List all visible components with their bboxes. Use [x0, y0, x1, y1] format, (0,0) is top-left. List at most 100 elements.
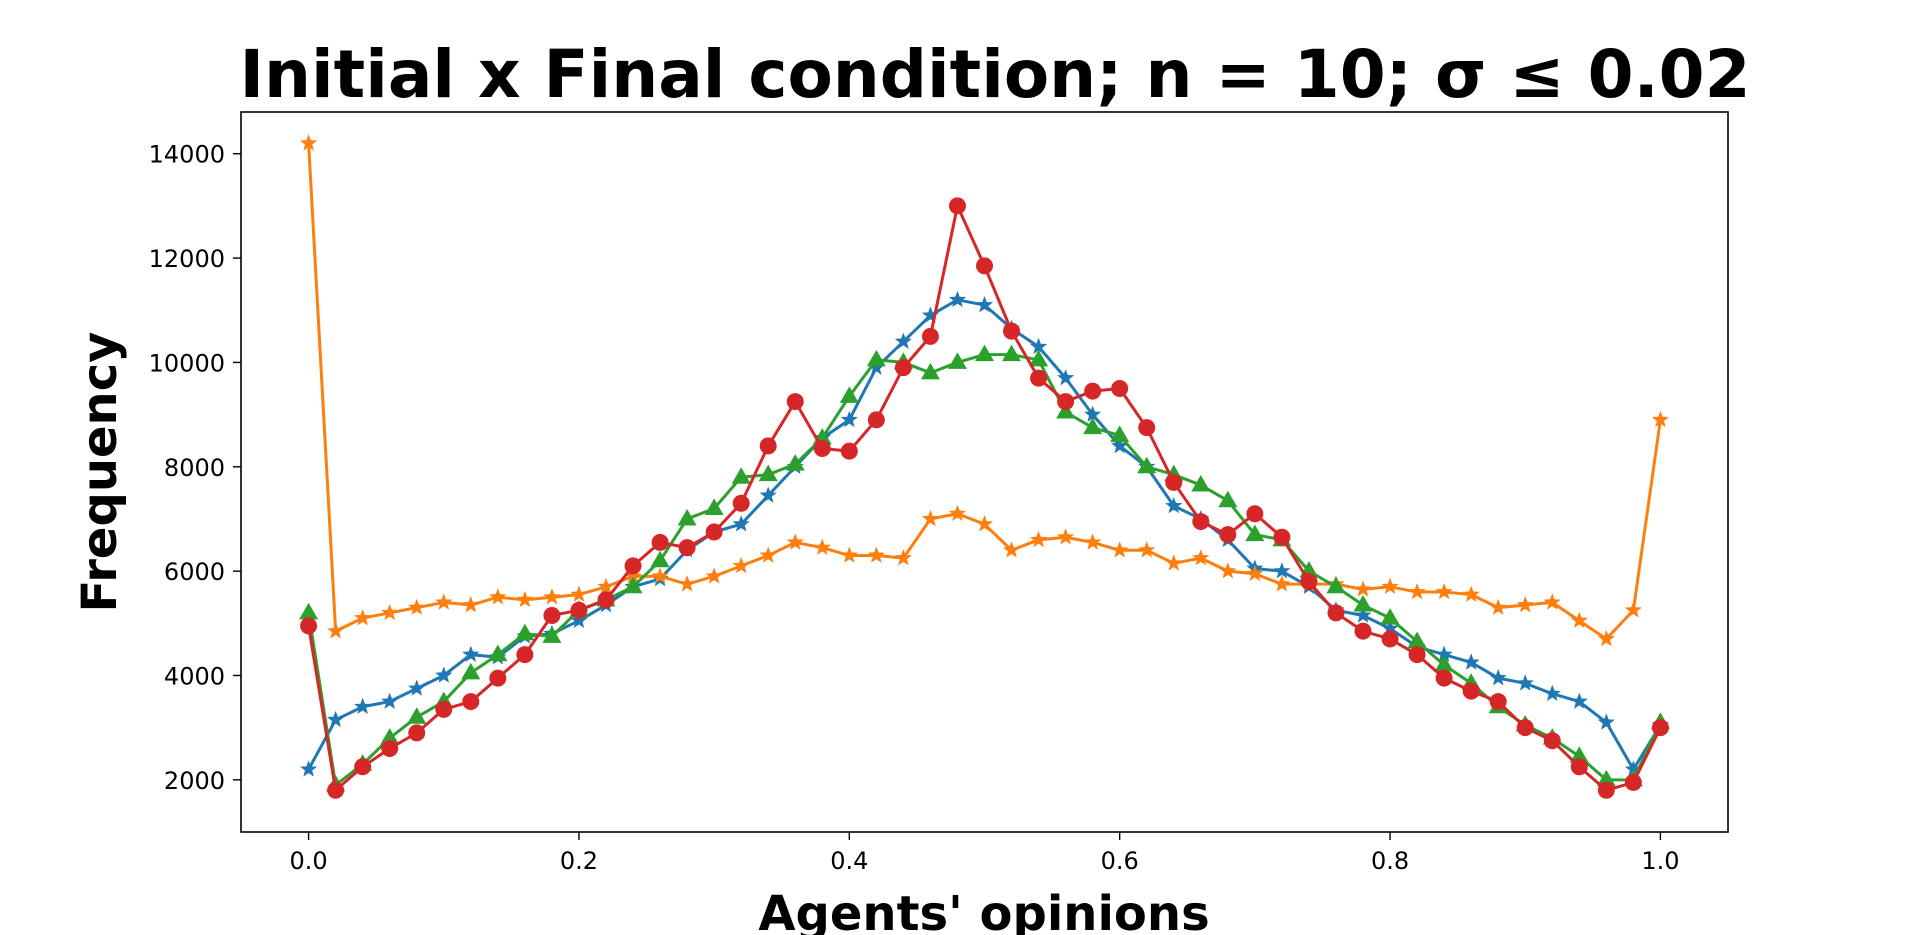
data-point [435, 666, 453, 683]
data-point [624, 567, 642, 584]
data-point [408, 724, 426, 742]
data-point [381, 603, 399, 621]
data-point [543, 606, 561, 624]
data-point [948, 504, 967, 522]
data-point [1003, 322, 1021, 340]
data-point [570, 611, 588, 628]
series-line [307, 298, 1662, 771]
x-tick-label: 1.0 [1641, 847, 1679, 875]
data-point [1354, 580, 1372, 597]
data-point [1651, 719, 1669, 737]
data-point [570, 585, 588, 602]
data-point [1651, 410, 1669, 428]
data-point [1381, 619, 1399, 636]
data-point [1462, 653, 1480, 670]
data-point [1218, 490, 1238, 508]
data-point [678, 539, 696, 557]
data-point [1462, 585, 1480, 602]
data-point [1570, 692, 1588, 709]
data-point [381, 692, 399, 709]
y-tick-label: 2000 [164, 767, 225, 795]
data-point [1381, 577, 1399, 595]
data-point [840, 410, 858, 428]
data-point [1057, 393, 1075, 411]
data-point [1192, 549, 1210, 566]
series-line [307, 143, 1662, 641]
data-point [1030, 530, 1048, 548]
series-line [307, 204, 1662, 792]
data-point [1165, 496, 1183, 514]
data-point [920, 362, 940, 380]
chart-title: Initial x Final condition; n = 10; σ ≤ 0… [239, 36, 1750, 113]
data-point [542, 626, 562, 643]
data-point [704, 498, 724, 516]
data-point [354, 758, 372, 776]
data-point [300, 134, 318, 151]
series-2 [300, 134, 1669, 647]
data-point [948, 197, 966, 215]
data-point [947, 352, 967, 369]
data-point [1597, 713, 1615, 730]
data-point [840, 442, 858, 460]
data-point [1137, 456, 1157, 474]
data-point [1516, 674, 1534, 691]
data-point [1219, 526, 1237, 544]
data-point [1543, 732, 1561, 750]
data-point [948, 290, 967, 308]
data-point [975, 515, 994, 532]
data-point [894, 332, 912, 349]
data-point [1380, 608, 1400, 625]
data-point [1435, 583, 1453, 600]
data-point [759, 437, 777, 455]
data-point [1569, 746, 1589, 763]
data-point [1030, 337, 1048, 355]
data-point [381, 740, 399, 758]
data-point [1111, 541, 1129, 558]
data-point [1570, 611, 1588, 628]
x-tick-label: 0.4 [830, 847, 868, 875]
data-point [407, 707, 427, 724]
data-point [1165, 554, 1183, 571]
axis-ticks: 0.0 0.2 0.4 0.6 0.8 1.0 2000 4000 6000 8000 10000 1… [149, 141, 1680, 875]
data-point [299, 602, 319, 620]
data-point [1408, 583, 1426, 600]
data-point [651, 567, 669, 584]
data-point [1056, 402, 1076, 419]
data-point [867, 546, 885, 563]
data-point [731, 467, 751, 484]
data-point [975, 296, 994, 313]
data-point [1138, 419, 1156, 437]
data-point [1596, 769, 1616, 787]
data-point [1543, 593, 1561, 610]
y-tick-label: 12000 [149, 245, 225, 273]
data-point [1192, 513, 1210, 531]
data-point [380, 728, 400, 745]
data-point [516, 590, 534, 608]
data-point [624, 557, 642, 575]
data-point [705, 567, 723, 584]
data-point [1543, 684, 1561, 702]
data-point [543, 588, 561, 605]
data-point [300, 617, 318, 635]
data-point [489, 669, 507, 687]
data-point [1111, 436, 1129, 454]
data-point [1245, 524, 1265, 542]
data-point [327, 781, 345, 799]
data-point [1570, 758, 1588, 776]
data-point [1516, 719, 1534, 737]
data-point [515, 623, 535, 641]
data-point [354, 609, 372, 626]
data-point [894, 359, 912, 377]
data-point [489, 588, 507, 605]
data-point [1408, 646, 1426, 664]
series-line [307, 353, 1662, 787]
data-point [1057, 528, 1075, 545]
data-point [759, 486, 777, 503]
data-point [1083, 417, 1103, 435]
data-point [867, 411, 885, 429]
x-tick-label: 0.8 [1371, 847, 1409, 875]
data-point [732, 556, 750, 574]
y-axis-label: Frequency [72, 332, 128, 613]
data-point [1624, 773, 1642, 791]
